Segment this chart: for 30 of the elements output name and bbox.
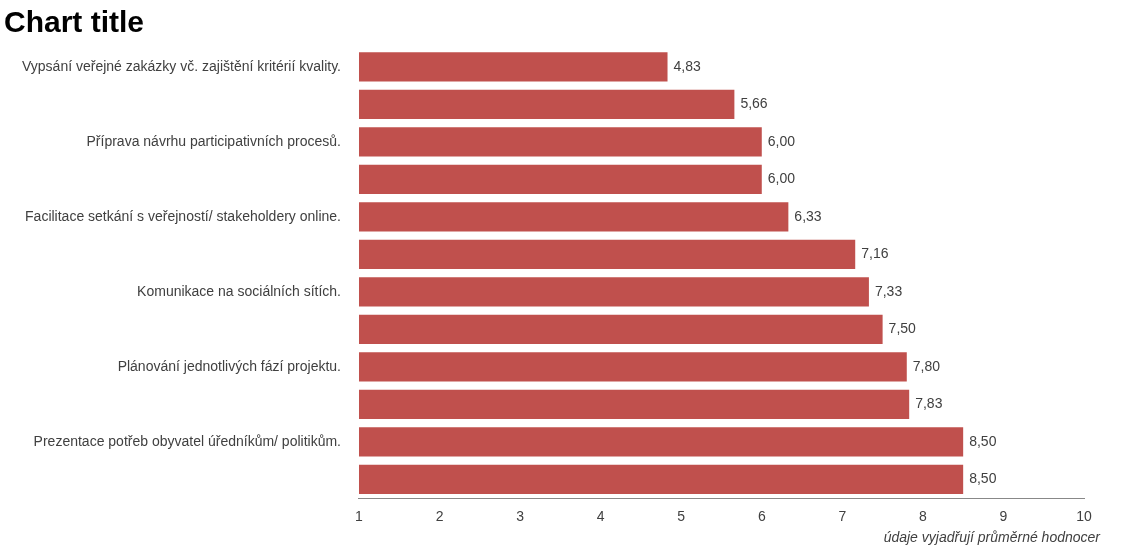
x-tick-label: 7 — [838, 508, 847, 525]
x-tick-label: 1 — [355, 508, 364, 525]
data-label: 7,80 — [912, 357, 941, 374]
data-label: 7,83 — [915, 395, 943, 412]
x-tick-label: 2 — [435, 508, 444, 525]
x-tick-label: 10 — [1076, 508, 1092, 525]
text: Chart title — [4, 5, 145, 39]
x-axis-title: údaje vyjadřují průměrné hodnocer — [883, 528, 1102, 545]
x-tick-label: 6 — [757, 508, 766, 525]
data-label: 7,33 — [874, 282, 903, 299]
y-tick-label: Komunikace na sociálních sítích. — [137, 282, 341, 299]
data-label: 6,00 — [767, 170, 796, 187]
x-tick-label: 4 — [596, 508, 605, 525]
data-label: 6,33 — [794, 207, 822, 224]
y-tick-label: Plánování jednotlivých fází projektu. — [117, 357, 341, 374]
x-tick-label: 5 — [677, 508, 686, 525]
data-label: 6,00 — [767, 132, 796, 149]
data-label: 8,50 — [969, 432, 997, 449]
data-label: 7,50 — [888, 320, 917, 337]
data-label: 4,83 — [673, 57, 701, 74]
data-label: 8,50 — [969, 470, 997, 487]
y-tick-label: Facilitace setkání s veřejností/ stakeholdery online. — [25, 207, 341, 224]
y-tick-label: Příprava návrhu participativních procesů. — [86, 132, 341, 149]
data-label: 5,66 — [740, 95, 768, 112]
x-tick-label: 9 — [999, 508, 1008, 525]
x-tick-label: 8 — [918, 508, 927, 525]
y-tick-label: Prezentace potřeb obyvatel úředníkům/ politikům. — [33, 432, 341, 449]
x-tick-label: 3 — [516, 508, 525, 525]
data-label: 7,16 — [861, 245, 889, 262]
y-tick-label: Vypsání veřejné zakázky vč. zajištění kritérií kvality. — [22, 57, 341, 74]
